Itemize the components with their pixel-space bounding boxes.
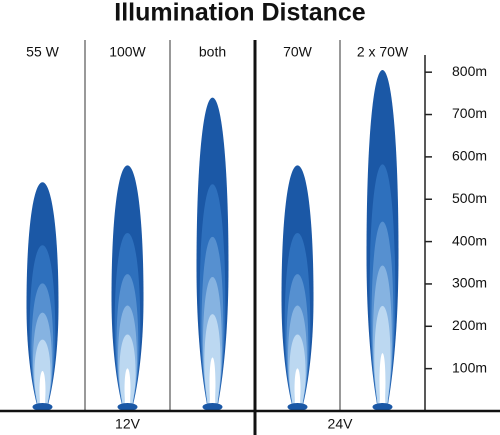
beam-base — [372, 403, 393, 411]
y-tick-label: 500m — [452, 190, 487, 206]
y-tick-label: 400m — [452, 232, 487, 248]
category-label: both — [199, 44, 226, 60]
beam-layer — [292, 368, 303, 407]
y-tick-label: 700m — [452, 105, 487, 121]
y-tick-label: 600m — [452, 148, 487, 164]
group-label: 12V — [115, 416, 141, 432]
y-tick-label: 300m — [452, 275, 487, 291]
beam-layer — [122, 368, 133, 407]
category-label: 2 x 70W — [357, 44, 409, 60]
beam-base — [117, 403, 138, 411]
beam-layer — [207, 357, 218, 407]
beam-base — [202, 403, 223, 411]
y-tick-label: 800m — [452, 63, 487, 79]
beam-layer — [377, 353, 388, 407]
chart-title: Illumination Distance — [114, 0, 366, 27]
y-tick-label: 100m — [452, 359, 487, 375]
beam-layer — [37, 371, 48, 407]
category-label: 55 W — [26, 44, 59, 60]
beam-base — [287, 403, 308, 411]
category-label: 70W — [283, 44, 313, 60]
beam-base — [32, 403, 53, 411]
y-tick-label: 200m — [452, 317, 487, 333]
group-label: 24V — [328, 416, 354, 432]
category-label: 100W — [109, 44, 146, 60]
